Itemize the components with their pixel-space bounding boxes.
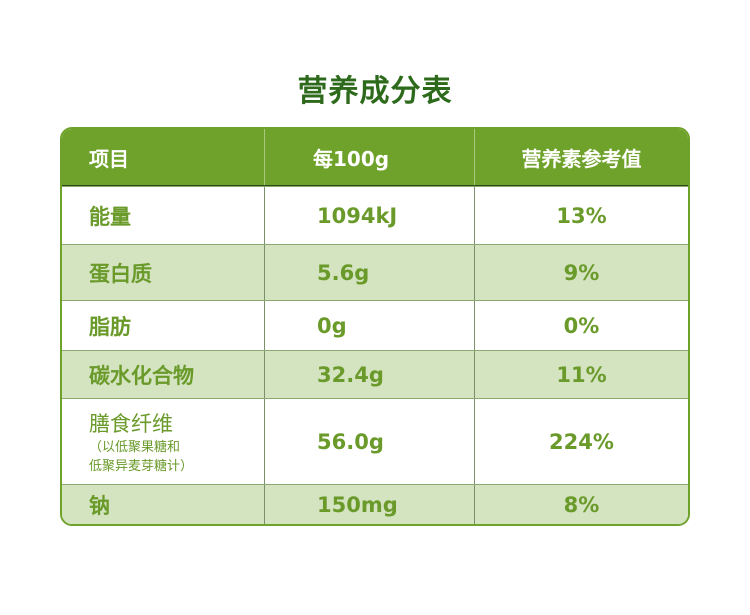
item: 蛋白质 — [89, 261, 152, 286]
item: 能量 — [89, 204, 131, 229]
item-note: 低聚异麦芽糖计） — [89, 458, 194, 474]
nrv: 11% — [474, 351, 688, 398]
header-per100g: 每100g — [264, 129, 474, 185]
nrv: 224% — [474, 399, 688, 484]
page-title: 营养成分表 — [297, 74, 453, 109]
per100g: 56.0g — [264, 399, 474, 484]
table-row: 蛋白质 5.6g 9% — [62, 244, 688, 300]
nrv: 0% — [474, 301, 688, 350]
per100g: 0g — [264, 301, 474, 350]
nrv: 8% — [474, 485, 688, 524]
table-row: 膳食纤维 （以低聚果糖和 低聚异麦芽糖计） 56.0g 224% — [62, 398, 688, 484]
table-row: 钠 150mg 8% — [62, 484, 688, 524]
nrv: 9% — [474, 245, 688, 300]
nrv: 13% — [474, 187, 688, 244]
table-row: 能量 1094kJ 13% — [62, 186, 688, 244]
item-note: （以低聚果糖和 — [89, 439, 181, 455]
item-name: 膳食纤维 — [89, 411, 173, 436]
table-row: 脂肪 0g 0% — [62, 300, 688, 350]
per100g: 32.4g — [264, 351, 474, 398]
item: 膳食纤维 （以低聚果糖和 低聚异麦芽糖计） — [62, 399, 264, 484]
per100g: 150mg — [264, 485, 474, 524]
nutrition-table: 项目 每100g 营养素参考值 能量 1094kJ 13% 蛋白质 5.6g 9… — [60, 127, 690, 526]
table-row: 碳水化合物 32.4g 11% — [62, 350, 688, 398]
per100g: 5.6g — [264, 245, 474, 300]
header-item: 项目 — [89, 146, 129, 171]
item: 钠 — [89, 493, 110, 518]
table-header: 项目 每100g 营养素参考值 — [62, 129, 688, 186]
item: 脂肪 — [89, 314, 131, 339]
item: 碳水化合物 — [89, 363, 194, 388]
header-nrv: 营养素参考值 — [474, 129, 688, 185]
per100g: 1094kJ — [264, 187, 474, 244]
